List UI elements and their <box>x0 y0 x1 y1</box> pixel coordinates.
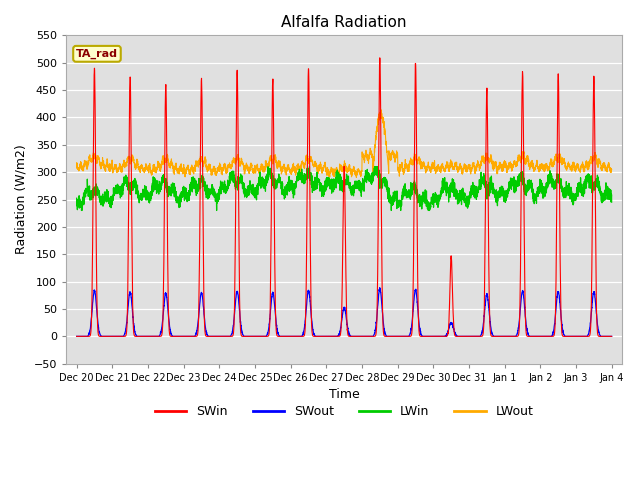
LWin <box>435 202 442 207</box>
LWout <box>495 165 502 171</box>
LWout <box>353 174 360 180</box>
SWout <box>608 334 616 339</box>
LWin <box>464 199 472 204</box>
SWin <box>324 334 332 339</box>
LWout <box>607 169 615 175</box>
SWout <box>607 334 615 339</box>
Line: SWin: SWin <box>77 58 612 336</box>
SWin <box>464 334 472 339</box>
LWin <box>77 207 85 213</box>
LWout <box>378 107 385 113</box>
LWout <box>324 167 332 173</box>
Line: SWout: SWout <box>77 288 612 336</box>
SWin <box>376 55 383 60</box>
LWin <box>495 192 502 198</box>
LWin <box>169 184 177 190</box>
SWin <box>73 334 81 339</box>
SWin <box>495 334 502 339</box>
SWout <box>464 334 472 339</box>
LWout <box>73 160 81 166</box>
LWout <box>435 166 442 171</box>
Legend: SWin, SWout, LWin, LWout: SWin, SWout, LWin, LWout <box>150 400 538 423</box>
LWin <box>608 199 616 205</box>
SWin <box>435 334 442 339</box>
LWout <box>608 167 616 173</box>
LWout <box>169 162 177 168</box>
Line: LWin: LWin <box>77 167 612 210</box>
LWin <box>607 198 615 204</box>
LWin <box>264 164 272 169</box>
SWin <box>169 334 177 339</box>
SWin <box>608 334 616 339</box>
SWout <box>169 334 177 339</box>
LWin <box>73 195 81 201</box>
SWout <box>73 334 81 339</box>
Line: LWout: LWout <box>77 110 612 177</box>
X-axis label: Time: Time <box>329 388 360 401</box>
LWout <box>464 163 472 168</box>
SWin <box>607 334 615 339</box>
SWout <box>324 334 332 339</box>
SWout <box>435 334 442 339</box>
SWout <box>495 334 502 339</box>
Title: Alfalfa Radiation: Alfalfa Radiation <box>282 15 407 30</box>
Y-axis label: Radiation (W/m2): Radiation (W/m2) <box>15 144 28 254</box>
Text: TA_rad: TA_rad <box>76 48 118 59</box>
SWout <box>376 285 383 291</box>
LWin <box>324 178 332 184</box>
